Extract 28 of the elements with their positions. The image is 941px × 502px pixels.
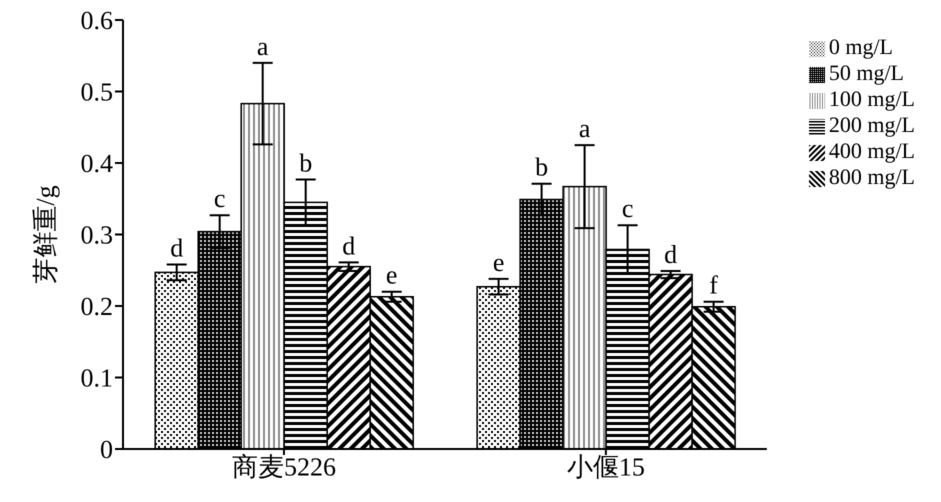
- y-tick-label: 0.5: [80, 78, 113, 107]
- data-label: c: [214, 184, 226, 214]
- y-tick-label: 0.3: [80, 220, 113, 250]
- y-tick-label: 0.4: [80, 149, 113, 178]
- data-label: f: [709, 270, 718, 300]
- data-label: d: [664, 240, 678, 269]
- legend-label: 800 mg/L: [828, 164, 915, 189]
- data-label: d: [342, 231, 356, 260]
- y-axis-title: 芽鲜重/g: [31, 185, 60, 284]
- data-label: a: [256, 32, 269, 61]
- legend-label: 0 mg/L: [828, 34, 893, 59]
- data-label: d: [170, 234, 184, 263]
- legend-label: 50 mg/L: [828, 60, 904, 85]
- legend-label: 200 mg/L: [828, 112, 915, 137]
- data-label: e: [492, 248, 504, 277]
- y-tick-label: 0.6: [80, 6, 113, 36]
- data-label: e: [386, 260, 398, 290]
- x-tick-label: 小偃15: [566, 452, 645, 482]
- legend-label: 400 mg/L: [828, 138, 915, 163]
- legend-label: 100 mg/L: [828, 86, 915, 111]
- y-tick-label: 0.2: [80, 292, 113, 322]
- y-tick-label: 0: [100, 435, 113, 464]
- y-tick-label: 0.1: [80, 364, 113, 393]
- data-label: b: [535, 152, 548, 182]
- data-label: a: [578, 114, 591, 144]
- data-label: b: [299, 148, 312, 178]
- x-tick-label: 商麦5226: [232, 452, 336, 482]
- data-label: c: [622, 194, 634, 224]
